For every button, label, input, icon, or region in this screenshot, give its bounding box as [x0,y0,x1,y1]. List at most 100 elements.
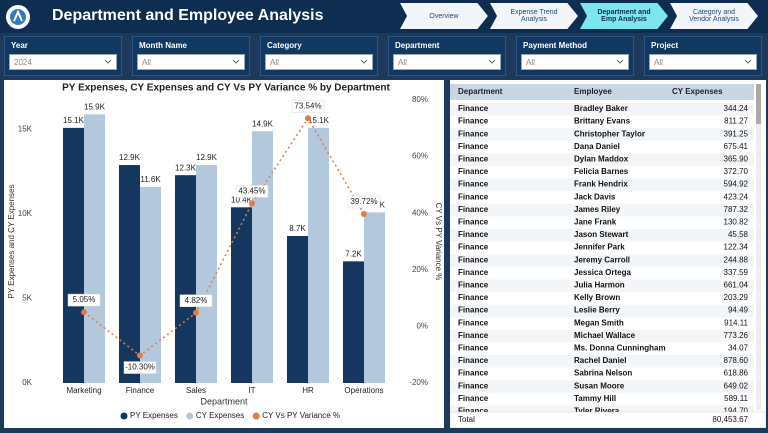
line-point [193,309,199,316]
cell: Finance [458,369,489,378]
cell: Jeremy Carroll [574,255,630,264]
cell: Finance [458,394,489,403]
chevron [616,59,624,64]
cell: Finance [458,318,489,327]
y2-tick-label: 40% [412,208,428,217]
dropdown[interactable]: 2024 [9,54,117,70]
row-band [450,178,754,192]
table-header [450,84,754,100]
filter: Payment Method All [516,36,634,76]
page-title: Department and Employee Analysis [52,7,324,24]
chevron [104,59,112,64]
row-band [450,355,754,368]
dropdown[interactable]: All [137,54,245,70]
cell: 244.88 [724,255,749,264]
data-label: 7.2K [345,249,362,258]
cell: Finance [458,192,489,201]
legend-label: CY Vs PY Variance % [262,411,340,420]
row-band [450,203,754,217]
y2-tick-label: 80% [412,95,428,104]
label-box [179,294,213,308]
row-band [450,380,754,393]
filter: Month Name All [132,36,250,76]
cell: Ms. Donna Cunningham [574,344,666,353]
cell: Rachel Daniel [574,356,626,365]
cell: 130.82 [724,218,749,227]
cell: 34.07 [728,344,749,353]
cell: Jennifer Park [574,243,625,252]
row-band [450,279,754,292]
cell: 589.11 [724,394,748,403]
x-tick-label: HR [302,386,314,395]
chart: PY Expenses, CY Expenses and CY Vs PY Va… [7,83,443,420]
cell: Finance [458,155,489,164]
filter: Category All [260,36,378,76]
dropdown[interactable]: All [393,54,501,70]
cell: Jane Frank [574,218,617,227]
cell: Finance [458,129,489,138]
data-label: 15.1K [63,116,85,125]
x-tick-label: Marketing [66,386,101,395]
cell: 594.92 [724,180,749,189]
cell: Jason Stewart [574,230,629,239]
dropdown[interactable]: All [521,54,629,70]
y2-tick-label: 60% [412,152,428,161]
label-box [347,195,381,209]
cell: Tyler Rivera [574,407,620,416]
chevron [360,59,368,64]
x-tick-label: IT [248,386,255,395]
bar [119,165,140,383]
nav-tab[interactable]: Expense Trend Analysis [490,3,578,29]
row-band [450,329,754,343]
cell: Jessica Ortega [574,268,631,277]
line-point [361,210,367,217]
data-label: 15.1K [308,116,330,125]
scroll-thumb[interactable] [756,84,761,124]
cell: Finance [458,255,489,264]
cell: 618.86 [724,369,749,378]
bar [287,236,308,383]
bar [364,212,385,383]
legend-marker [186,412,194,420]
cell: 122.34 [724,243,749,252]
data-label: 12.9K [119,153,141,162]
y2-tick-label: 0% [416,322,428,331]
filter-label: Project [651,41,679,50]
cell: Finance [458,293,489,302]
cell: Finance [458,331,489,340]
data-label: -10.30% [125,363,155,372]
cell: Finance [458,104,489,113]
total-label: Total [458,415,475,424]
cell: Michael Wallace [574,331,636,340]
nav-tab[interactable]: Category and Vendor Analysis [670,3,758,29]
x-tick-label: Finance [126,386,155,395]
nav-tab[interactable]: Overview [400,3,488,29]
legend-label: PY Expenses [130,411,178,420]
label-box [67,293,101,307]
nav-tab[interactable]: Department and Emp Analysis [580,3,668,29]
data-label: 11.6K [140,175,161,184]
dropdown-value: 2024 [14,58,32,67]
scrollbar [756,84,761,410]
cell: Finance [458,230,489,239]
table-panel: Department Employee CY Expenses Finance Brad… [449,80,767,429]
column-header: Department [458,87,503,96]
cell: Finance [458,142,489,151]
chevron [232,59,240,64]
filter: Department All [388,36,506,76]
legend-marker [252,412,260,420]
cell: Finance [458,381,489,390]
data-label: 12.3K [175,163,197,172]
y2-axis-title: CY Vs PY Variance % [434,203,443,281]
cell: Sabrina Nelson [574,369,632,378]
bar [63,127,84,383]
cell: Susan Moore [574,381,625,390]
dropdown[interactable]: All [265,54,373,70]
cell: 344.24 [724,104,749,113]
dropdown[interactable]: All [649,54,757,70]
data-label: 14.9K [252,119,274,128]
y-axis-title: PY Expenses and CY Expenses [7,185,16,299]
row-band [450,128,754,141]
label-box [235,185,269,198]
data-label: 4.82% [185,296,208,305]
